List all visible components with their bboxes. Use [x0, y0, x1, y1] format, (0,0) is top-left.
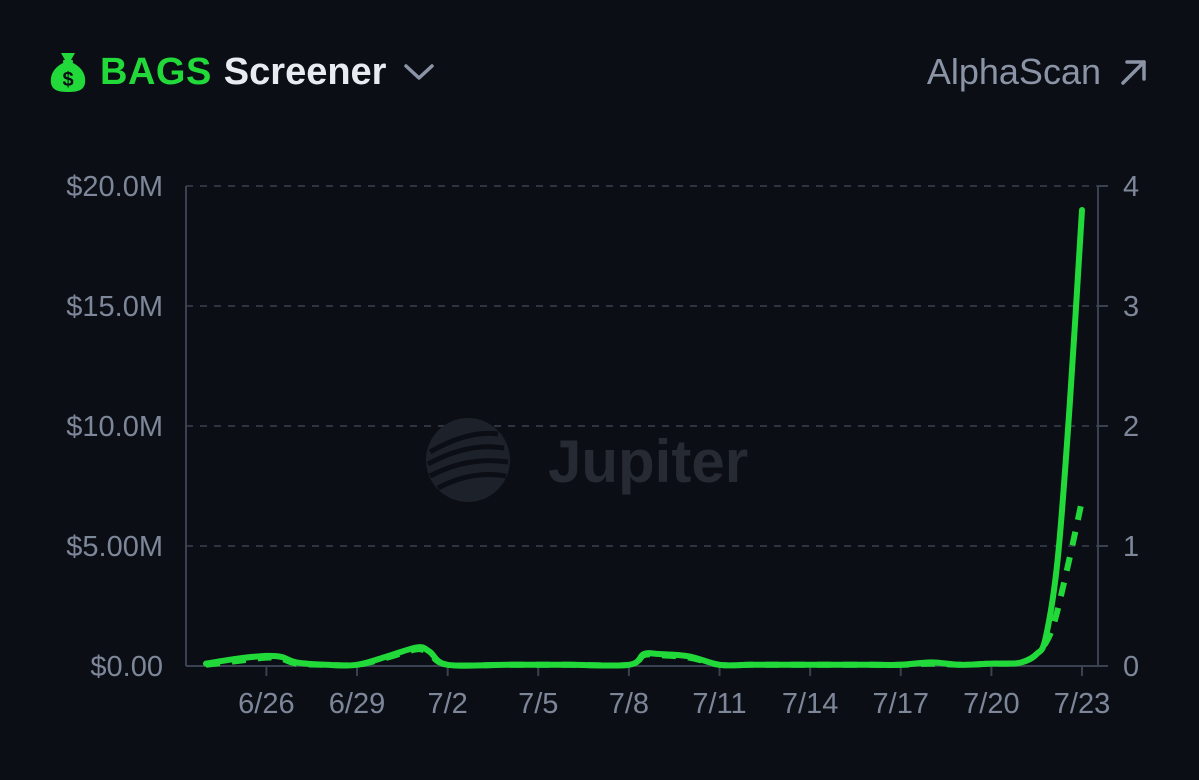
x-axis: 6/26 6/29 7/2 7/5 7/8 7/11 7/14 7/17 7/20 7/23 [238, 688, 1110, 720]
chart-grid [186, 185, 1098, 547]
x-tick-label: 6/29 [329, 688, 385, 720]
y-axis-left: $0.00 $5.00M $10.0M $15.0M $20.0M [66, 171, 163, 683]
x-tick-label: 7/5 [518, 688, 558, 720]
page-title: Screener [223, 50, 387, 93]
watermark: Jupiter [426, 418, 748, 502]
x-tick-label: 7/17 [873, 688, 929, 720]
brand-name: BAGS [100, 50, 212, 93]
x-tick-label: 7/2 [427, 688, 467, 720]
alphascan-link[interactable]: AlphaScan [927, 48, 1149, 96]
x-tick-label: 6/26 [238, 688, 294, 720]
y-right-tick-label: 2 [1123, 411, 1139, 443]
x-tick-label: 7/23 [1054, 688, 1110, 720]
y-right-tick-label: 3 [1123, 291, 1139, 323]
external-link-icon [1121, 60, 1146, 85]
x-tick-label: 7/20 [963, 688, 1019, 720]
svg-text:$: $ [62, 69, 73, 91]
chart-series [203, 207, 1085, 669]
series-line-dashed [205, 499, 1085, 669]
y-left-tick-label: $15.0M [66, 291, 163, 323]
y-right-tick-label: 4 [1123, 171, 1139, 203]
x-tick-label: 7/8 [609, 688, 649, 720]
jupiter-logo-icon [426, 418, 510, 502]
header: $ BAGS Screener [48, 44, 436, 100]
y-left-tick-label: $20.0M [66, 171, 163, 203]
x-tick-label: 7/14 [782, 688, 838, 720]
money-bag-icon: $ [50, 53, 86, 92]
y-right-tick-label: 0 [1123, 651, 1139, 683]
chevron-down-icon[interactable] [402, 62, 436, 82]
y-left-tick-label: $10.0M [66, 411, 163, 443]
y-axis-right: 0 1 2 3 4 [1123, 171, 1139, 683]
y-right-tick-label: 1 [1123, 531, 1139, 563]
y-left-tick-label: $5.00M [66, 531, 163, 563]
watermark-text: Jupiter [548, 428, 748, 495]
x-tick-label: 7/11 [692, 688, 746, 720]
alphascan-label: AlphaScan [926, 51, 1101, 92]
y-left-tick-label: $0.00 [90, 651, 163, 683]
